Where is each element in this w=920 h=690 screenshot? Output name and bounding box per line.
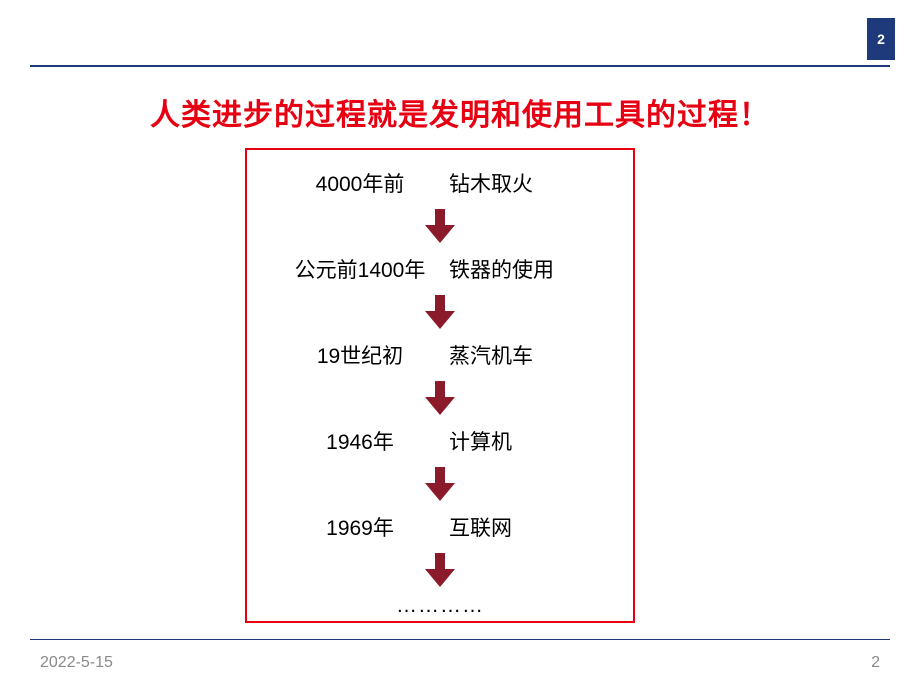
timeline-row: 公元前1400年 铁器的使用 — [247, 254, 633, 284]
timeline-era: 4000年前 — [275, 168, 445, 198]
timeline-era: 1946年 — [275, 426, 445, 456]
footer-date: 2022-5-15 — [40, 654, 113, 672]
timeline-ellipsis: ………… — [396, 594, 484, 618]
top-divider — [30, 65, 890, 67]
timeline-event: 铁器的使用 — [445, 254, 605, 284]
down-arrow-icon — [425, 464, 455, 504]
timeline-box: 4000年前 钻木取火 公元前1400年 铁器的使用 19世纪初 蒸汽机车 19… — [245, 148, 635, 623]
timeline-row: 4000年前 钻木取火 — [247, 168, 633, 198]
timeline-row: 1969年 互联网 — [247, 512, 633, 542]
timeline-event: 蒸汽机车 — [445, 340, 605, 370]
timeline-era: 19世纪初 — [275, 340, 445, 370]
timeline-row: 1946年 计算机 — [247, 426, 633, 456]
timeline-row: 19世纪初 蒸汽机车 — [247, 340, 633, 370]
bottom-divider — [30, 639, 890, 640]
timeline-era: 公元前1400年 — [275, 254, 445, 284]
down-arrow-icon — [425, 292, 455, 332]
slide-title: 人类进步的过程就是发明和使用工具的过程！ — [0, 90, 920, 134]
down-arrow-icon — [425, 550, 455, 590]
down-arrow-icon — [425, 206, 455, 246]
down-arrow-icon — [425, 378, 455, 418]
page-number-badge: 2 — [867, 18, 895, 60]
timeline-event: 互联网 — [445, 512, 605, 542]
timeline-era: 1969年 — [275, 512, 445, 542]
timeline-event: 钻木取火 — [445, 168, 605, 198]
footer-page-number: 2 — [871, 654, 880, 672]
timeline-event: 计算机 — [445, 426, 605, 456]
